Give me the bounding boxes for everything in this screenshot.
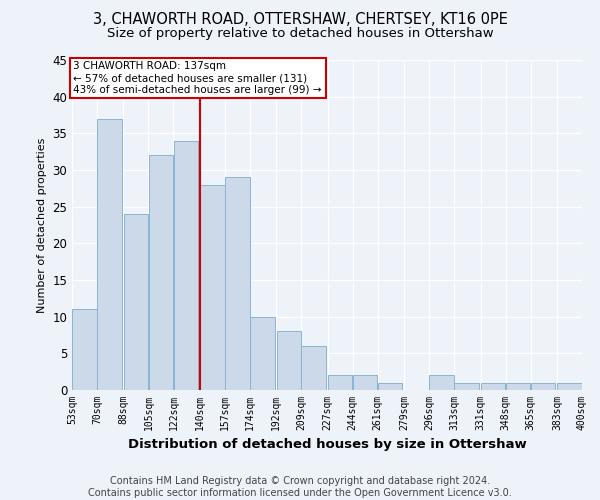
Bar: [301, 346, 326, 390]
Bar: [277, 332, 301, 390]
Bar: [149, 156, 173, 390]
Bar: [225, 178, 250, 390]
Bar: [557, 382, 582, 390]
Bar: [328, 376, 352, 390]
Bar: [454, 382, 479, 390]
Bar: [378, 382, 403, 390]
Bar: [72, 310, 97, 390]
Bar: [124, 214, 148, 390]
X-axis label: Distribution of detached houses by size in Ottershaw: Distribution of detached houses by size …: [128, 438, 526, 452]
Text: Size of property relative to detached houses in Ottershaw: Size of property relative to detached ho…: [107, 28, 493, 40]
Bar: [97, 118, 122, 390]
Text: 3 CHAWORTH ROAD: 137sqm
← 57% of detached houses are smaller (131)
43% of semi-d: 3 CHAWORTH ROAD: 137sqm ← 57% of detache…: [73, 62, 322, 94]
Bar: [531, 382, 556, 390]
Y-axis label: Number of detached properties: Number of detached properties: [37, 138, 47, 312]
Bar: [506, 382, 530, 390]
Bar: [173, 140, 198, 390]
Bar: [430, 376, 454, 390]
Bar: [250, 316, 275, 390]
Bar: [481, 382, 505, 390]
Bar: [200, 184, 224, 390]
Bar: [353, 376, 377, 390]
Text: 3, CHAWORTH ROAD, OTTERSHAW, CHERTSEY, KT16 0PE: 3, CHAWORTH ROAD, OTTERSHAW, CHERTSEY, K…: [92, 12, 508, 28]
Text: Contains HM Land Registry data © Crown copyright and database right 2024.
Contai: Contains HM Land Registry data © Crown c…: [88, 476, 512, 498]
